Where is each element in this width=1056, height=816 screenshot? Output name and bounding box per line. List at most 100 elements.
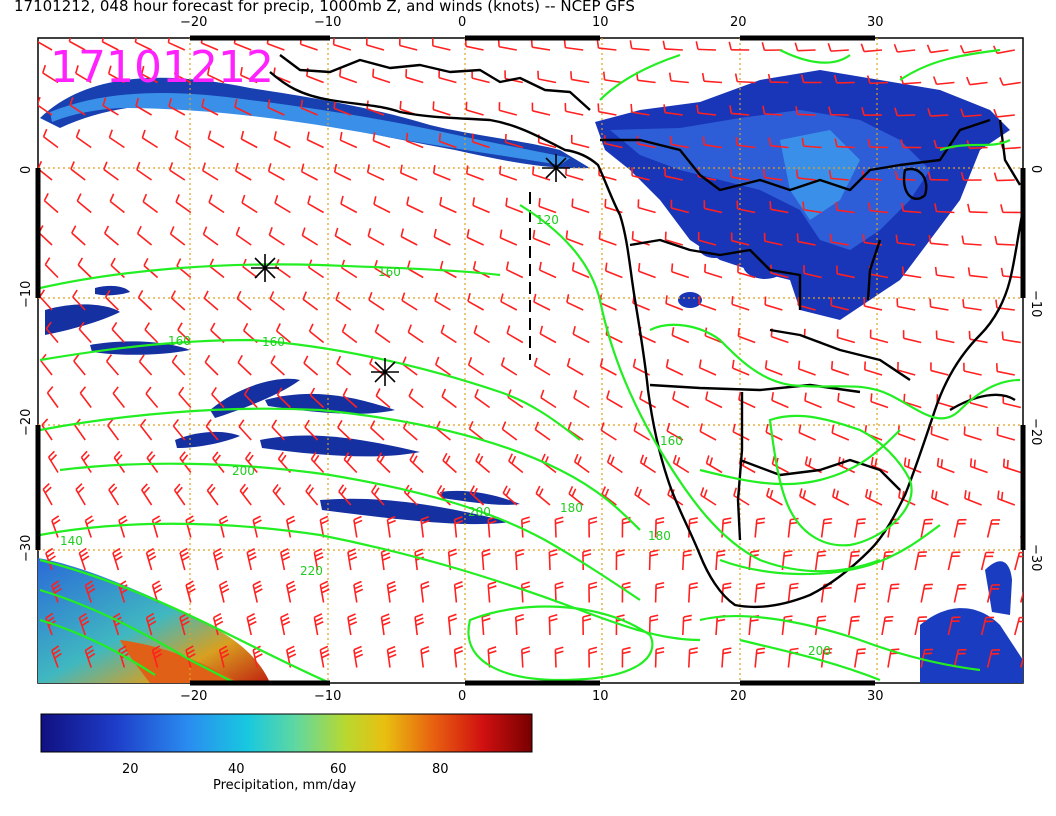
wind-barb	[173, 483, 186, 506]
precip-streak	[175, 431, 240, 448]
wind-barb	[401, 292, 418, 311]
wind-barb	[997, 490, 1016, 506]
wind-barb	[796, 233, 816, 246]
contour-label: 160	[378, 265, 401, 279]
height-contour	[699, 615, 981, 672]
wind-barb	[702, 136, 723, 149]
border-zambia-zimbabwe	[769, 328, 911, 381]
wind-barb	[347, 613, 358, 636]
wind-barb	[703, 200, 723, 214]
wind-barb	[588, 581, 598, 603]
wind-barb	[145, 386, 159, 409]
wind-barb	[420, 515, 430, 538]
wind-barb	[466, 229, 484, 246]
wind-barb	[409, 452, 424, 474]
wind-barb	[721, 517, 732, 538]
wind-barb	[934, 203, 955, 214]
lon-label: 0	[458, 689, 466, 704]
lon-label: 10	[592, 689, 609, 704]
wind-barb	[967, 203, 988, 214]
wind-barb	[467, 356, 485, 376]
wind-barb	[731, 296, 750, 311]
wind-barb	[41, 418, 53, 441]
wind-barb	[539, 325, 557, 344]
wind-barb	[699, 423, 717, 441]
wind-barb	[538, 261, 557, 279]
precip-central-africa-core	[610, 110, 930, 250]
wind-barb	[794, 42, 816, 52]
wind-barb	[72, 289, 86, 311]
wind-barb	[441, 388, 457, 409]
wind-barb	[239, 483, 252, 506]
wind-barb	[44, 257, 59, 279]
wind-barb	[947, 616, 961, 636]
wind-barb	[39, 289, 53, 311]
wind-barb	[307, 259, 325, 279]
wind-barb	[300, 163, 318, 181]
height-contour	[39, 588, 236, 683]
wind-barb	[70, 161, 86, 181]
wind-barb	[931, 489, 949, 506]
lon-label: −10	[314, 15, 341, 30]
wind-barb	[71, 225, 86, 246]
wind-barb	[202, 226, 219, 246]
wind-barb	[538, 198, 557, 214]
wind-barb	[900, 139, 922, 149]
wind-barb	[831, 424, 850, 441]
wind-barb	[734, 73, 756, 84]
wind-barb	[729, 168, 750, 181]
lat-label: −10	[1028, 290, 1043, 317]
wind-barb	[434, 356, 451, 376]
wind-barb	[597, 103, 617, 116]
wind-barb	[700, 487, 717, 506]
wind-barb	[535, 485, 551, 506]
wind-barb	[630, 103, 650, 116]
wind-barb	[502, 485, 518, 506]
wind-barb	[960, 108, 982, 118]
precip-streak	[90, 341, 190, 355]
wind-barb	[185, 580, 196, 603]
wind-barb	[508, 453, 524, 474]
wind-barb	[206, 66, 225, 84]
wind-barb	[341, 323, 358, 344]
wind-barb	[43, 192, 59, 214]
border-west-africa	[279, 54, 591, 111]
wind-barb	[563, 39, 584, 51]
wind-barb	[276, 387, 291, 409]
wind-barb	[136, 161, 153, 181]
wind-barb	[405, 132, 424, 149]
wind-barb	[178, 386, 192, 409]
wind-barb	[135, 97, 153, 116]
lon-label: −20	[180, 689, 207, 704]
wind-barb	[402, 356, 418, 376]
wind-barb	[829, 233, 849, 246]
wind-barb	[438, 69, 457, 84]
coastline-west-africa	[269, 71, 1023, 609]
wind-barb	[75, 483, 86, 506]
wind-barb	[365, 38, 385, 51]
lon-label: 0	[458, 15, 466, 30]
wind-barb	[986, 519, 1001, 538]
wind-barb	[870, 393, 889, 409]
wind-barb	[102, 97, 119, 116]
height-contour	[719, 524, 941, 576]
wind-barb	[615, 549, 625, 571]
lake-victoria	[902, 167, 928, 201]
wind-barb	[1014, 551, 1023, 571]
wind-barb	[241, 194, 258, 214]
wind-barb	[832, 488, 850, 506]
wind-barb	[279, 548, 291, 571]
height-contour	[39, 263, 501, 290]
wind-barb	[664, 167, 683, 181]
wind-barb	[798, 424, 816, 441]
lon-label: −20	[180, 15, 207, 30]
height-contour	[39, 407, 641, 531]
date-stamp: 17101212	[50, 42, 274, 93]
wind-barb	[136, 225, 153, 246]
height-contour-land	[768, 414, 913, 547]
wind-barb	[453, 581, 464, 603]
wind-barb	[754, 517, 766, 538]
wind-barb	[308, 323, 325, 344]
wind-barb	[386, 515, 396, 538]
height-contour	[739, 638, 881, 682]
